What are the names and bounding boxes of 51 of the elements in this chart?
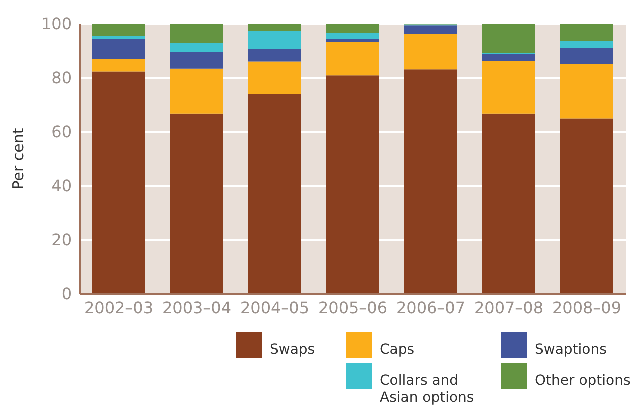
bar (560, 64, 614, 119)
bar (170, 52, 224, 69)
bar (482, 54, 536, 61)
bar (92, 39, 146, 60)
legend-label: Swaps (270, 342, 316, 359)
legend-label: Collars and Asian options (380, 373, 476, 407)
y-tick-label: 0 (62, 284, 72, 304)
y-tick-label: 80 (52, 68, 72, 88)
x-tick-label: 2008–09 (552, 298, 622, 318)
bar (326, 42, 380, 76)
y-tick-label: 20 (52, 230, 72, 250)
bar (92, 36, 146, 40)
bar (482, 24, 536, 54)
x-tick-label: 2002–03 (84, 298, 154, 318)
x-tick-label: 2006–07 (396, 298, 466, 318)
bar (92, 24, 146, 36)
x-tick-label: 2003–04 (162, 298, 232, 318)
bar (482, 114, 536, 294)
legend-label: Other options (535, 373, 631, 390)
bar (560, 24, 614, 42)
bar (560, 118, 614, 294)
bar (326, 76, 380, 294)
x-tick-label: 2005–06 (318, 298, 388, 318)
x-tick-label: 2007–08 (474, 298, 544, 318)
y-tick-label: 100 (41, 14, 72, 34)
bar (404, 26, 458, 35)
bar (170, 114, 224, 294)
bar (248, 62, 302, 94)
y-tick-label: 40 (52, 176, 72, 196)
bar (560, 48, 614, 64)
bar (326, 33, 380, 40)
bar (248, 49, 302, 62)
bar (170, 24, 224, 44)
bar (170, 68, 224, 114)
bar (404, 70, 458, 294)
bar (248, 32, 302, 50)
bar (560, 41, 614, 48)
bar (248, 24, 302, 32)
legend-label: Caps (380, 342, 415, 359)
bar (170, 43, 224, 52)
y-axis-title: Per cent (9, 128, 28, 190)
y-tick-label: 60 (52, 122, 72, 142)
bar (248, 94, 302, 294)
bar (326, 39, 380, 42)
bar (92, 72, 146, 294)
bar (326, 24, 380, 34)
bar (92, 59, 146, 72)
bar (404, 34, 458, 70)
x-tick-label: 2004–05 (240, 298, 310, 318)
legend-label: Swaptions (535, 342, 607, 359)
bar (482, 60, 536, 114)
